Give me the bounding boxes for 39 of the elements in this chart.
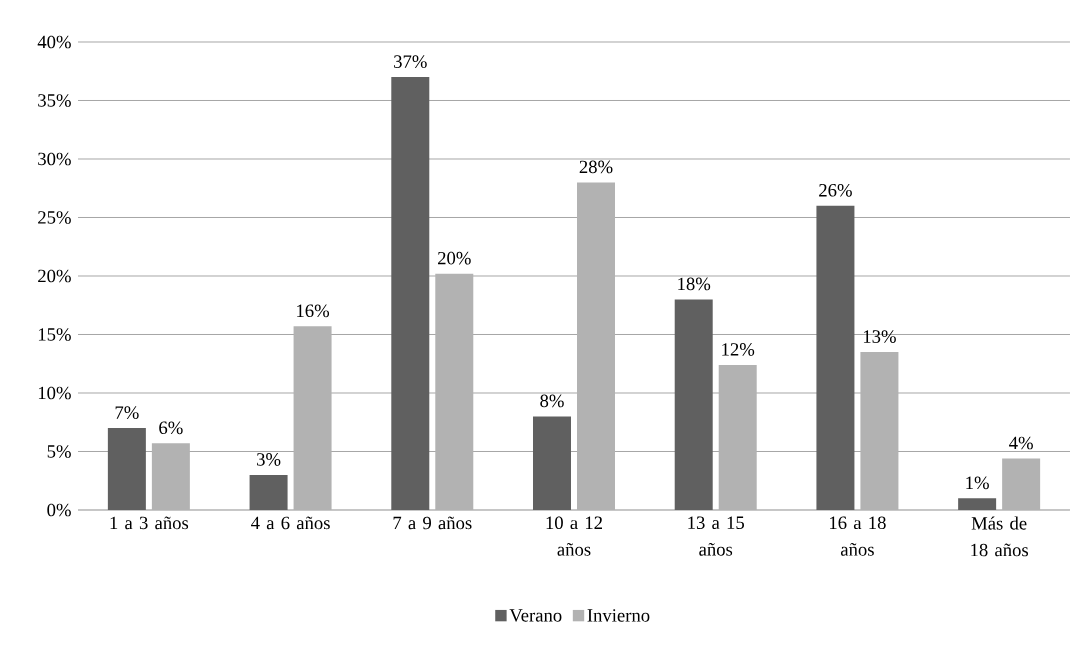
y-tick-label: 5% [47, 445, 71, 458]
bar [533, 416, 571, 510]
bar [391, 77, 430, 510]
data-label: 26% [819, 183, 852, 197]
y-tick-label: 0% [47, 503, 71, 517]
y-tick-label: 30% [38, 152, 71, 166]
legend-label: Verano [509, 609, 562, 622]
y-tick-label: 20% [38, 269, 71, 283]
data-label: 1% [966, 476, 989, 490]
y-tick-label: 15% [38, 328, 71, 341]
x-tick-label: 13 a 15 años [688, 516, 745, 556]
bar [958, 498, 997, 510]
bar [816, 205, 855, 510]
x-tick-label: 4 a 6 años [251, 516, 330, 530]
data-label: 4% [1009, 436, 1033, 450]
data-label: 3% [257, 453, 281, 466]
bar [674, 299, 713, 510]
data-label: 12% [722, 343, 755, 356]
x-tick-label: 10 a 12 años [546, 516, 602, 556]
data-label: 7% [115, 406, 139, 419]
x-tick-label: 7 a 9 años [393, 516, 472, 530]
y-tick-label: 10% [38, 386, 71, 400]
data-label: 20% [438, 251, 471, 265]
data-label: 16% [297, 304, 330, 318]
data-label: 6% [159, 421, 183, 435]
data-label: 28% [579, 160, 613, 174]
y-tick-label: 40% [37, 35, 71, 49]
x-tick-label: 1 a 3 años [110, 516, 189, 530]
data-label: 8% [540, 394, 564, 408]
y-tick-label: 35% [38, 94, 71, 107]
data-label: 13% [863, 330, 896, 343]
y-tick-label: 25% [38, 211, 71, 224]
bar [107, 428, 146, 510]
legend-label: Invierno [587, 609, 650, 622]
bar [249, 474, 288, 510]
x-tick-label: 16 a 18 años [830, 516, 886, 556]
x-tick-label: Más de 18 años [971, 516, 1029, 557]
data-label: 18% [678, 277, 711, 291]
data-label: 37% [394, 55, 427, 68]
